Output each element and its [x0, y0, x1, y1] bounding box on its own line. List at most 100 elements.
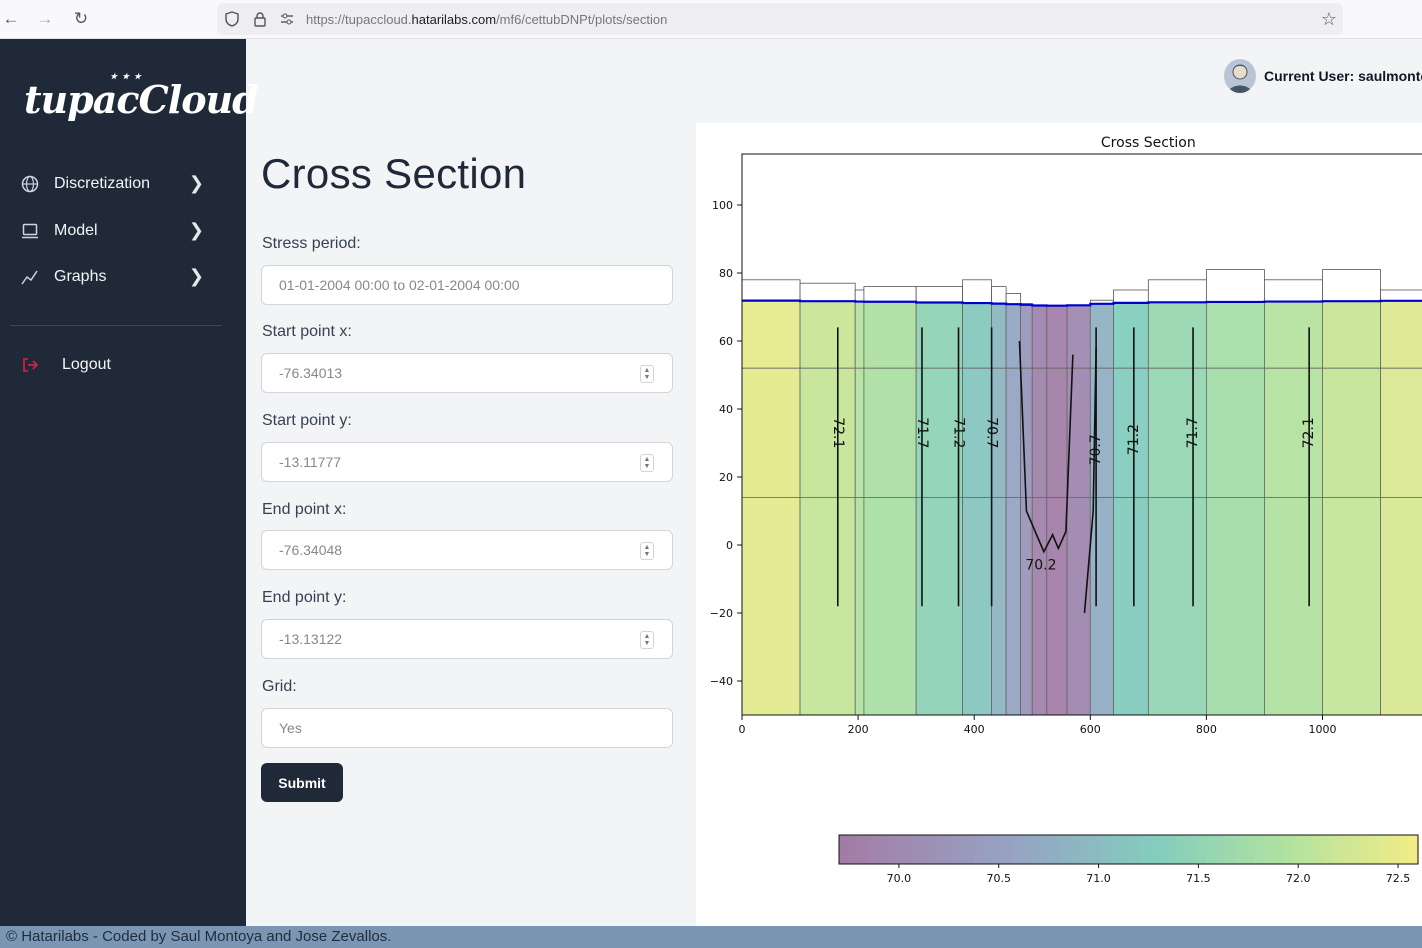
- cell-saturated: [1205, 367, 1265, 498]
- colorbar-segment: [1398, 835, 1409, 864]
- number-spinner-icon[interactable]: ▲ ▼: [640, 454, 654, 472]
- colorbar-tick-label: 71.0: [1086, 872, 1111, 885]
- laptop-icon: [20, 221, 40, 241]
- grid-label: Grid:: [262, 678, 297, 695]
- colorbar-segment: [1340, 835, 1352, 864]
- sidebar-item-logout[interactable]: Logout: [20, 350, 210, 380]
- colorbar-segment: [1022, 835, 1033, 864]
- cross-section-plot: Cross Section 72.1 71.7 71.2 70.7 70.2 70.7 71.…: [696, 123, 1422, 926]
- cell-saturated: [863, 367, 917, 498]
- contour-label: 71.2: [1126, 424, 1142, 455]
- number-spinner-icon[interactable]: ▲ ▼: [640, 542, 654, 560]
- cell-saturated: [1205, 496, 1265, 716]
- number-spinner-icon[interactable]: ▲ ▼: [640, 365, 654, 383]
- colorbar-segment: [993, 835, 1004, 864]
- colorbar-segment: [935, 835, 946, 864]
- colorbar-segment: [896, 835, 908, 864]
- cell-saturated: [741, 367, 801, 498]
- y-tick-label: 20: [719, 471, 733, 484]
- cell-unsaturated: [1147, 279, 1207, 303]
- chevron-right-icon: ❯: [188, 266, 204, 286]
- contour-label: 71.2: [951, 417, 967, 448]
- sidebar-item-discretization[interactable]: Discretization ❯: [20, 169, 210, 199]
- colorbar-segment: [1138, 835, 1149, 864]
- colorbar-tick-label: 70.5: [986, 872, 1011, 885]
- cell-unsaturated: [863, 286, 917, 303]
- cell-saturated: [1046, 305, 1068, 369]
- cell-saturated: [1264, 301, 1323, 369]
- colorbar-segment: [974, 835, 985, 864]
- forward-arrow-icon[interactable]: →: [36, 9, 54, 28]
- cell-saturated: [1322, 496, 1381, 716]
- cell-saturated: [962, 496, 993, 716]
- stress-period-select[interactable]: 01-01-2004 00:00 to 02-01-2004 00:00: [261, 265, 673, 305]
- contour-label: 70.2: [1025, 557, 1056, 573]
- colorbar-segment: [1225, 835, 1236, 864]
- cell-saturated: [1066, 496, 1091, 716]
- y-tick-label: 80: [719, 267, 733, 280]
- colorbar-segment: [1244, 835, 1255, 864]
- colorbar-segment: [954, 835, 966, 864]
- cell-saturated: [1147, 496, 1207, 716]
- start-x-input[interactable]: -76.34013 ▲ ▼: [261, 353, 673, 393]
- cell-saturated: [1046, 367, 1068, 498]
- reload-icon[interactable]: ↻: [73, 9, 89, 28]
- cell-saturated: [962, 302, 993, 369]
- sidebar-item-label: Model: [54, 222, 98, 239]
- cell-saturated: [1031, 305, 1048, 369]
- end-y-input[interactable]: -13.13122 ▲ ▼: [261, 619, 673, 659]
- cell-saturated: [915, 302, 963, 369]
- colorbar-segment: [1070, 835, 1081, 864]
- colorbar-segment: [1109, 835, 1120, 864]
- cell-saturated: [1322, 367, 1381, 498]
- colorbar-segment: [1360, 835, 1371, 864]
- cell-saturated: [799, 367, 856, 498]
- back-arrow-icon[interactable]: ←: [2, 9, 20, 28]
- colorbar-segment: [1060, 835, 1072, 864]
- cell-saturated: [991, 496, 1007, 716]
- end-x-input[interactable]: -76.34048 ▲ ▼: [261, 530, 673, 570]
- colorbar-tick-label: 72.0: [1286, 872, 1311, 885]
- cell-saturated: [1147, 301, 1207, 369]
- colorbar-segment: [1186, 835, 1197, 864]
- cell-saturated: [1031, 367, 1048, 498]
- colorbar-segment: [1080, 835, 1091, 864]
- colorbar-tick-label: 72.5: [1386, 872, 1411, 885]
- cell-saturated: [1046, 496, 1068, 716]
- colorbar-segment: [1118, 835, 1130, 864]
- cell-saturated: [863, 301, 917, 369]
- address-bar[interactable]: https://tupaccloud.hatarilabs.com/mf6/ce…: [217, 3, 1343, 35]
- sidebar-item-graphs[interactable]: Graphs ❯: [20, 262, 210, 292]
- colorbar-segment: [916, 835, 927, 864]
- cell-unsaturated: [741, 279, 801, 302]
- contour-line: [1018, 340, 1074, 554]
- grid-select[interactable]: Yes: [261, 708, 673, 748]
- colorbar-segment: [1321, 835, 1332, 864]
- number-spinner-icon[interactable]: ▲ ▼: [640, 631, 654, 649]
- x-tick-label: 200: [848, 723, 869, 736]
- site-permissions-icon[interactable]: [279, 11, 295, 27]
- submit-button[interactable]: Submit: [261, 763, 343, 802]
- colorbar-segment: [1408, 835, 1419, 864]
- globe-icon: [20, 174, 40, 194]
- logo[interactable]: tupacCloud ★ ★ ★: [24, 71, 259, 122]
- colorbar-segment: [1089, 835, 1101, 864]
- plot-frame: [741, 153, 1422, 716]
- url-text: https://tupaccloud.hatarilabs.com/mf6/ce…: [306, 12, 668, 27]
- logo-stars-icon: ★ ★ ★: [110, 71, 143, 81]
- y-tick-label: −20: [710, 607, 733, 620]
- cell-saturated: [1380, 300, 1422, 369]
- start-y-input[interactable]: -13.11777 ▲ ▼: [261, 442, 673, 482]
- current-user: Current User: saulmonto: [1224, 58, 1422, 94]
- x-tick-label: 400: [964, 723, 985, 736]
- sidebar-item-model[interactable]: Model ❯: [20, 216, 210, 246]
- y-tick-label: 40: [719, 403, 733, 416]
- colorbar-segment: [983, 835, 994, 864]
- bookmark-star-icon[interactable]: ☆: [1320, 9, 1337, 29]
- contour-label: 70.7: [984, 417, 1000, 448]
- colorbar-segment: [839, 835, 850, 864]
- cell-saturated: [1147, 367, 1207, 498]
- water-table-line: [742, 299, 1422, 307]
- cell-saturated: [799, 496, 856, 716]
- colorbar-segment: [877, 835, 888, 864]
